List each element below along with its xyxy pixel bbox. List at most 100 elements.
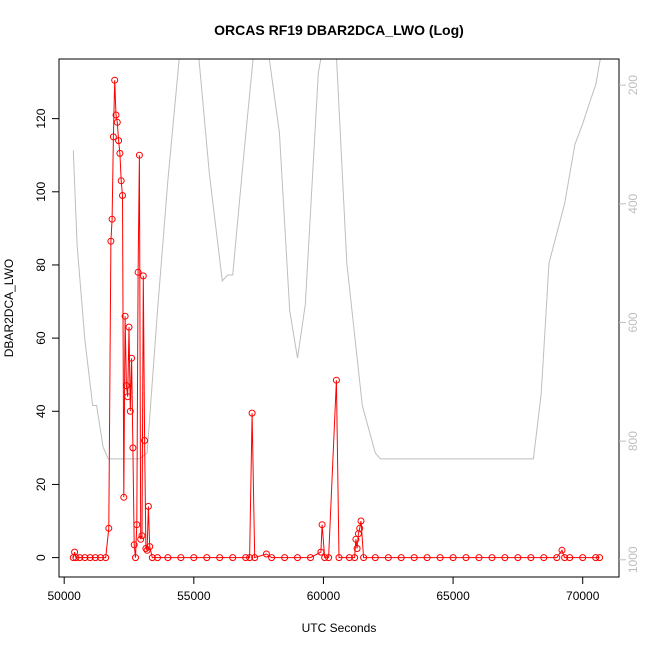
y2-tick-label: 600	[626, 312, 640, 332]
data-point	[335, 554, 343, 562]
data-point	[579, 554, 587, 562]
y-tick-label: 100	[34, 181, 48, 201]
data-point	[357, 517, 365, 525]
y-tick-label: 60	[34, 331, 48, 345]
data-point	[102, 554, 110, 562]
data-point	[111, 76, 119, 84]
pressure-series	[72, 59, 601, 460]
data-point	[356, 524, 364, 532]
data-point	[321, 554, 329, 562]
data-point	[112, 111, 120, 119]
data-point	[133, 521, 141, 529]
y2-tick-label: 1000	[626, 546, 640, 573]
data-point	[164, 554, 172, 562]
data-point	[137, 535, 145, 543]
data-line	[72, 80, 600, 559]
data-point	[177, 554, 185, 562]
x-tick-label: 60000	[307, 589, 341, 603]
y-axis: 0 20 40 60 80 100 120	[34, 108, 59, 561]
data-point	[462, 554, 470, 562]
data-point	[352, 535, 360, 543]
data-point	[122, 382, 130, 390]
data-point	[317, 548, 325, 556]
data-point	[107, 237, 115, 245]
data-point	[371, 554, 379, 562]
data-point	[488, 554, 496, 562]
y-tick-label: 20	[34, 477, 48, 491]
x-axis-label: UTC Seconds	[302, 621, 377, 635]
data-point	[561, 554, 569, 562]
y-axis-label: DBAR2DCA_LWO	[2, 259, 16, 357]
data-point	[91, 554, 99, 562]
data-point	[203, 554, 211, 562]
data-point	[281, 554, 289, 562]
data-point	[558, 546, 566, 554]
data-point	[262, 550, 270, 558]
y-tick-label: 80	[34, 258, 48, 272]
pressure-line	[72, 59, 601, 460]
data-point	[397, 554, 405, 562]
data-point	[553, 554, 561, 562]
data-point	[154, 554, 161, 562]
data-point	[351, 554, 359, 562]
y2-tick-label: 800	[626, 431, 640, 451]
data-point	[119, 192, 126, 199]
data-point	[117, 177, 125, 185]
data-point	[527, 554, 535, 562]
data-point	[81, 554, 89, 562]
chart-title: ORCAS RF19 DBAR2DCA_LWO (Log)	[214, 22, 464, 38]
data-point	[146, 543, 154, 551]
data-point	[138, 532, 146, 540]
data-point	[139, 272, 147, 280]
data-point	[130, 541, 138, 549]
y2-tick-label: 400	[626, 193, 640, 213]
data-point	[307, 554, 314, 562]
data-point	[216, 554, 224, 562]
x-tick-label: 55000	[177, 589, 211, 603]
data-point	[148, 554, 156, 562]
data-point	[345, 554, 353, 562]
data-point	[115, 137, 123, 145]
data-point	[120, 493, 128, 501]
data-point	[116, 149, 124, 157]
data-point	[248, 409, 256, 417]
data-point	[540, 554, 548, 562]
data-point	[113, 118, 121, 126]
y2-axis: 200 400 600 800 1000	[619, 75, 640, 573]
data-point	[268, 554, 276, 562]
data-series	[69, 76, 604, 562]
data-point	[360, 554, 368, 562]
data-point	[105, 524, 113, 532]
x-tick-label: 50000	[47, 589, 81, 603]
data-point	[108, 215, 116, 223]
data-point	[246, 554, 254, 562]
data-point	[294, 554, 301, 562]
data-point	[592, 554, 600, 562]
data-point	[475, 554, 483, 562]
data-point	[423, 554, 431, 562]
data-point	[229, 554, 237, 562]
y-tick-label: 0	[34, 554, 48, 561]
data-point	[190, 554, 198, 562]
data-point	[353, 545, 361, 552]
data-point	[566, 554, 574, 562]
data-point	[325, 554, 333, 562]
data-point	[242, 554, 250, 562]
data-point	[332, 376, 340, 384]
data-point	[126, 407, 134, 415]
x-tick-label: 65000	[436, 589, 470, 603]
y2-tick-label: 200	[626, 75, 640, 95]
data-point	[76, 554, 84, 562]
data-point	[109, 133, 117, 141]
data-point	[72, 554, 80, 562]
data-point	[436, 554, 444, 562]
data-point	[501, 554, 509, 562]
data-point	[97, 554, 104, 562]
data-point	[121, 312, 129, 320]
data-point	[129, 444, 137, 452]
data-point	[128, 354, 136, 362]
data-point	[124, 393, 132, 401]
data-point	[251, 554, 259, 562]
data-point	[596, 554, 604, 562]
